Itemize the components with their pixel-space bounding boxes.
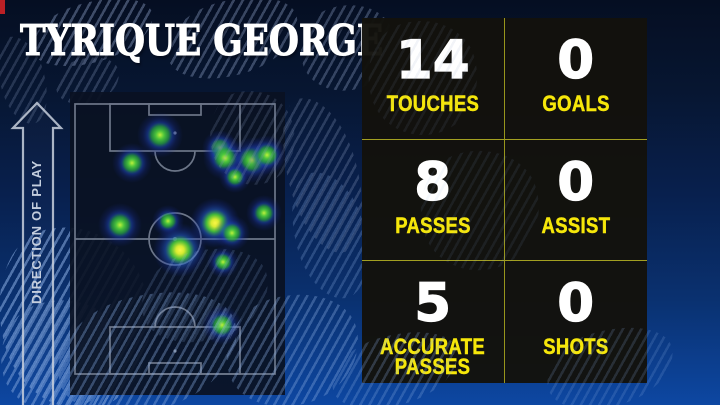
stat-touches-value: 14 <box>395 30 470 91</box>
heat-blob <box>214 215 250 251</box>
stat-assist-label: ASSIST <box>541 212 611 238</box>
stat-accurate-passes: 5 ACCURATE PASSES <box>362 261 505 383</box>
heat-blob <box>153 223 207 277</box>
heat-blob <box>112 143 152 183</box>
heat-blob <box>202 305 242 345</box>
stat-shots: 0 SHOTS <box>505 261 648 383</box>
stat-goals-value: 0 <box>557 30 595 91</box>
stat-passes-value: 8 <box>414 151 452 213</box>
heat-blob <box>98 203 142 247</box>
heat-blob <box>207 246 239 278</box>
heat-blobs <box>98 112 285 345</box>
stat-goals-label: GOALS <box>542 91 610 116</box>
stat-assist: 0 ASSIST <box>504 140 647 262</box>
page-title: TYRIQUE GEORGE <box>20 16 384 65</box>
stat-accurate-passes-value: 5 <box>414 273 452 335</box>
stat-passes: 8 PASSES <box>362 139 505 262</box>
pitch-heatmap <box>70 92 285 395</box>
stat-assist-value: 0 <box>557 151 595 213</box>
stat-accurate-passes-label: ACCURATE PASSES <box>380 334 486 380</box>
stat-passes-label: PASSES <box>394 212 471 238</box>
stat-shots-label: SHOTS <box>543 334 609 360</box>
stat-touches-label: TOUCHES <box>386 91 479 116</box>
red-corner-mark <box>0 0 5 14</box>
heat-blob <box>247 135 285 175</box>
stat-goals: 0 GOALS <box>504 18 647 140</box>
stat-touches: 14 TOUCHES <box>362 18 505 140</box>
direction-of-play-label: DIRECTION OF PLAY <box>29 160 44 304</box>
heat-blob <box>246 195 282 231</box>
heat-blob <box>219 161 251 193</box>
heat-blob <box>137 112 183 158</box>
stats-panel: 14 TOUCHES 0 GOALS 8 PASSES 0 ASSIST 5 A… <box>362 18 647 383</box>
stat-shots-value: 0 <box>557 273 595 335</box>
direction-of-play-arrow-icon <box>10 101 64 405</box>
